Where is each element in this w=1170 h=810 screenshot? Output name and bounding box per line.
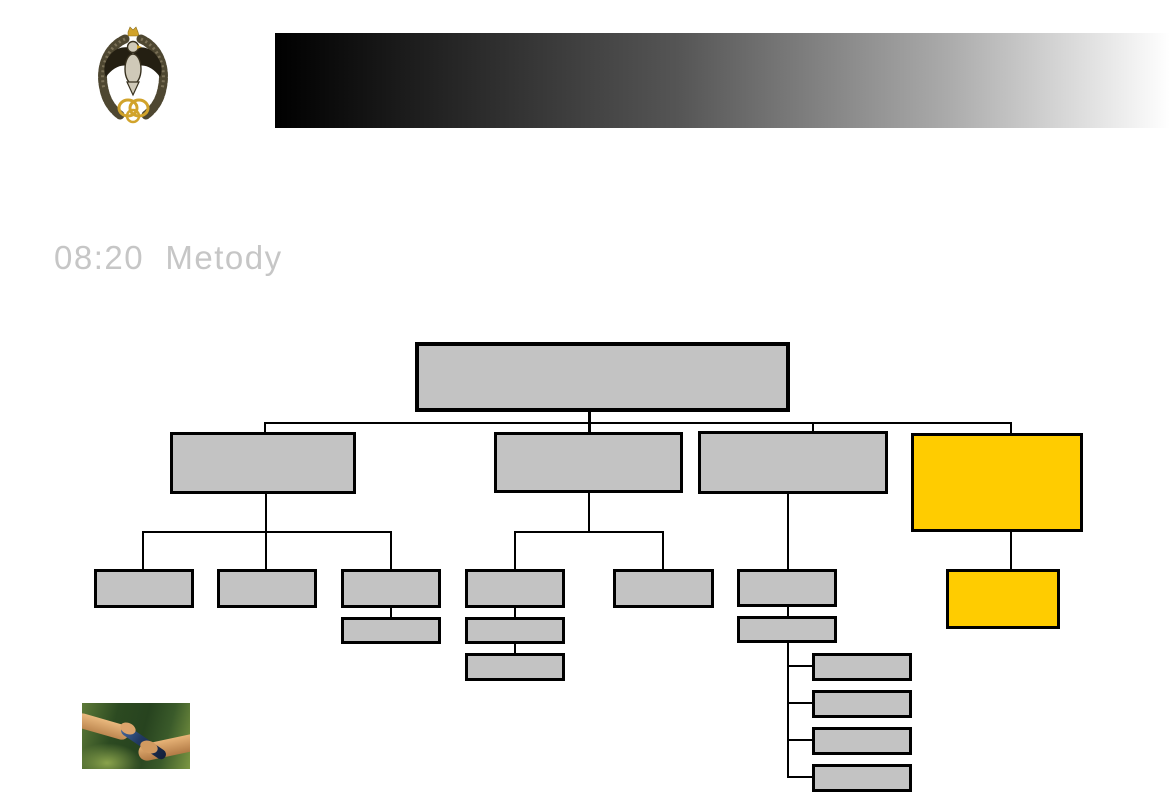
eagle-wreath-icon — [98, 26, 168, 124]
relay-baton-photo — [82, 703, 190, 769]
connector-list-spine — [787, 643, 789, 778]
org-node-branch-1 — [170, 432, 356, 494]
org-node-leaf-2-1-sub2 — [465, 653, 565, 681]
connector-branch3-top-stub — [812, 423, 814, 432]
org-node-root — [415, 342, 790, 412]
header-gradient-bar — [275, 33, 1170, 128]
connector-list-stub-1 — [789, 665, 812, 667]
connector-leaf-2-1-stub — [514, 532, 516, 569]
org-node-leaf-1-3 — [341, 569, 441, 608]
connector-leaf-2-1-sub2-link — [514, 644, 516, 653]
org-node-leaf-1-2 — [217, 569, 317, 608]
connector-leaf-2-2-stub — [662, 532, 664, 569]
org-node-leaf-2-1-sub — [465, 617, 565, 644]
org-node-leaf-3-1-sub — [737, 616, 837, 643]
connector-leaf-1-3-stub — [390, 532, 392, 569]
connector-branch1-drop — [265, 494, 267, 532]
org-node-list-item-3 — [812, 727, 912, 755]
connector-list-stub-3 — [789, 739, 812, 741]
org-node-branch-3 — [698, 431, 888, 494]
connector-branch1-hline — [142, 531, 392, 533]
connector-leaf-2-1-sub-link — [514, 608, 516, 617]
connector-level1-hline — [264, 422, 1012, 424]
org-node-branch-4-highlight — [911, 433, 1083, 532]
connector-branch4-sub-link — [1010, 532, 1012, 569]
org-node-leaf-1-1 — [94, 569, 194, 608]
connector-branch3-drop — [787, 494, 789, 569]
org-node-leaf-2-2 — [613, 569, 714, 608]
connector-leaf-1-1-stub — [142, 532, 144, 569]
connector-branch2-hline — [514, 531, 664, 533]
military-eagle-logo — [92, 24, 174, 130]
org-node-branch-2 — [494, 432, 683, 493]
connector-list-stub-4 — [789, 776, 812, 778]
connector-leaf-1-3-sub-link — [390, 608, 392, 617]
org-node-leaf-1-3-sub — [341, 617, 441, 644]
org-node-leaf-4-1-highlight — [946, 569, 1060, 629]
connector-leaf-1-2-stub — [265, 532, 267, 569]
connector-leaf-3-1-sub-link — [787, 607, 789, 616]
org-node-leaf-3-1 — [737, 569, 837, 607]
org-node-list-item-1 — [812, 653, 912, 681]
connector-branch2-drop — [588, 493, 590, 532]
connector-branch4-top-stub — [1010, 423, 1012, 434]
photo-light-spot — [82, 743, 142, 769]
org-node-list-item-2 — [812, 690, 912, 718]
connector-branch1-top-stub — [264, 423, 266, 433]
org-node-list-item-4 — [812, 764, 912, 792]
org-node-leaf-2-1 — [465, 569, 565, 608]
slide-title: 08:20 Metody — [54, 239, 283, 276]
connector-list-stub-2 — [789, 702, 812, 704]
